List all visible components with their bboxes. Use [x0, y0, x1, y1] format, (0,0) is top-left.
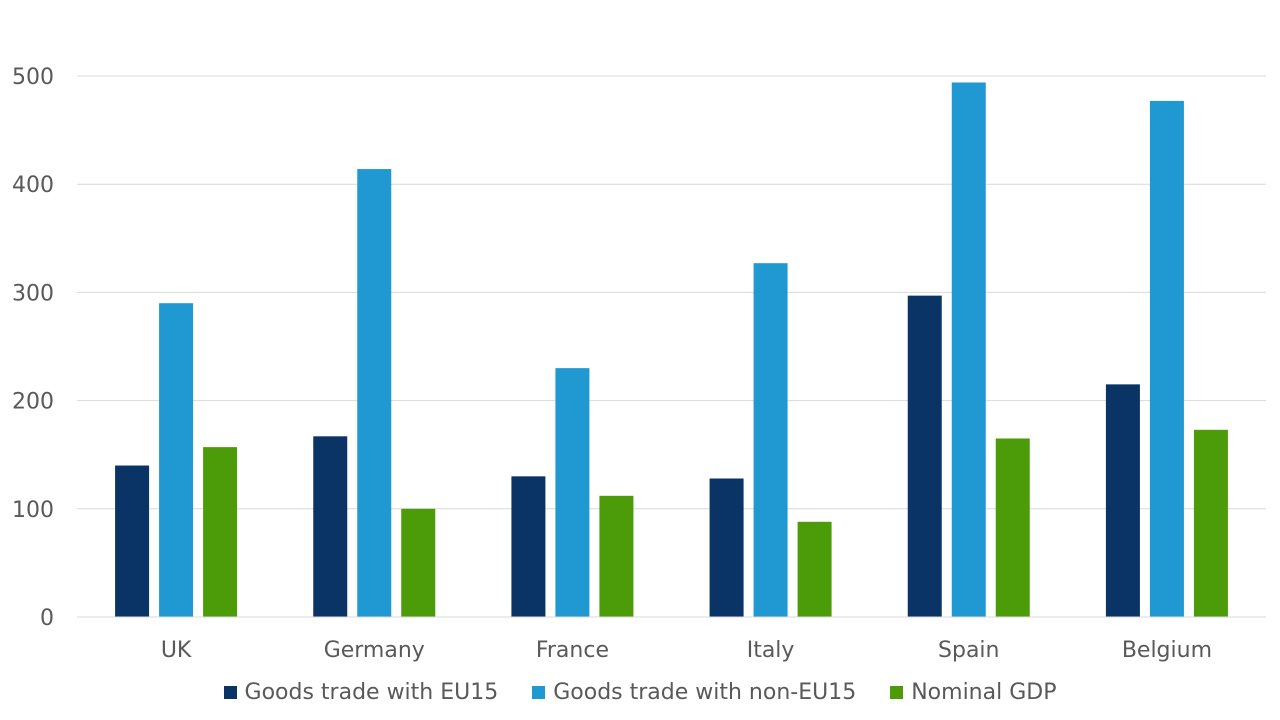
- legend-swatch-non-eu15: [532, 685, 546, 699]
- y-tick-label-200: 200: [12, 390, 54, 415]
- bar-uk-series-1: [159, 303, 194, 617]
- bar-italy-series-1: [753, 263, 788, 617]
- bar-spain-series-1: [951, 82, 986, 617]
- legend-item-eu15: Goods trade with EU15: [223, 679, 499, 705]
- bar-belgium-series-1: [1149, 100, 1184, 618]
- bar-belgium-series-2: [1193, 429, 1228, 617]
- legend-swatch-nominal-gdp: [890, 685, 904, 699]
- bar-belgium-series-0: [1105, 384, 1140, 617]
- bar-france-series-0: [511, 476, 546, 617]
- x-tick-label-spain: Spain: [938, 638, 999, 663]
- y-tick-label-100: 100: [12, 498, 54, 523]
- bar-france-series-1: [555, 368, 590, 617]
- y-tick-label-500: 500: [12, 65, 54, 90]
- legend-swatch-eu15: [223, 685, 237, 699]
- x-tick-label-france: France: [536, 638, 609, 663]
- legend-label-nominal-gdp: Nominal GDP: [911, 679, 1057, 705]
- bar-uk-series-0: [115, 465, 150, 617]
- x-tick-label-italy: Italy: [747, 638, 795, 663]
- y-tick-label-400: 400: [12, 173, 54, 198]
- legend-item-non-eu15: Goods trade with non-EU15: [532, 680, 856, 705]
- bar-germany-series-2: [401, 508, 436, 617]
- bar-chart: 0 100 200 300 400 500 UK Germany France Italy Spa…: [12, 65, 1266, 663]
- legend: Goods trade with EU15 Goods trade with n…: [0, 672, 1280, 712]
- x-axis-tick-labels: UK Germany France Italy Spain Belgium: [161, 638, 1212, 663]
- gridlines: [77, 75, 1266, 510]
- bar-italy-series-0: [709, 478, 744, 617]
- bar-spain-series-0: [907, 295, 942, 617]
- bar-germany-series-1: [357, 169, 392, 617]
- legend-item-nominal-gdp: Nominal GDP: [890, 680, 1056, 705]
- bar-italy-series-2: [797, 521, 832, 617]
- x-tick-label-belgium: Belgium: [1122, 638, 1212, 663]
- bar-uk-series-2: [203, 447, 238, 617]
- y-axis-tick-labels: 0 100 200 300 400 500: [12, 65, 54, 631]
- y-tick-label-0: 0: [40, 606, 54, 631]
- x-tick-label-uk: UK: [161, 638, 192, 663]
- bars: [115, 82, 1228, 618]
- legend-label-non-eu15: Goods trade with non-EU15: [553, 679, 857, 705]
- bar-germany-series-0: [313, 436, 348, 617]
- bar-spain-series-2: [995, 438, 1030, 617]
- x-tick-label-germany: Germany: [324, 638, 425, 663]
- legend-label-eu15: Goods trade with EU15: [244, 679, 499, 705]
- bar-france-series-2: [599, 495, 634, 617]
- y-tick-label-300: 300: [12, 281, 54, 306]
